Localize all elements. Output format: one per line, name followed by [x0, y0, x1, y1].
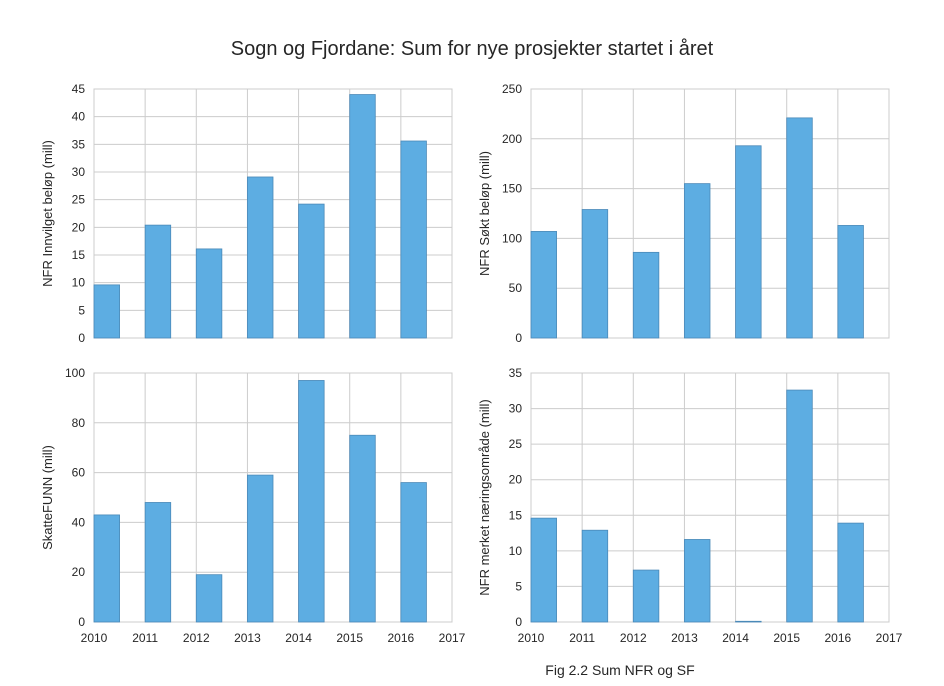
x-tick-label: 2013: [234, 631, 261, 645]
bar-2012: [632, 251, 660, 339]
y-tick-label: 50: [509, 281, 523, 295]
y-tick-label: 15: [509, 508, 523, 522]
bar-2016: [400, 482, 427, 623]
y-tick-label: 45: [72, 82, 86, 96]
y-tick-label: 10: [72, 276, 86, 290]
bar-2013: [684, 539, 711, 623]
x-tick-label: 2012: [183, 631, 210, 645]
y-tick-label: 0: [78, 331, 85, 345]
y-tick-label: 15: [72, 248, 86, 262]
y-tick-label: 60: [72, 466, 86, 480]
panel-merket: 0 5 10 15 20 25 30 35 2010 2011 2012 2013 2014 2015 20…: [477, 366, 903, 645]
figure-title: Sogn og Fjordane: Sum for nye prosjekter…: [231, 38, 714, 60]
bar-2010: [93, 284, 120, 339]
x-tick-label: 2014: [285, 631, 312, 645]
bar-2016: [837, 225, 864, 339]
y-tick-label: 25: [509, 437, 523, 451]
y-tick-label: 20: [509, 473, 523, 487]
bar-2014: [298, 203, 325, 339]
y-tick-label: 35: [509, 366, 523, 380]
bar-2011: [144, 224, 172, 339]
y-axis-label: NFR Søkt beløp (mill): [477, 151, 492, 276]
bar-2016: [400, 140, 427, 339]
bar-2010: [530, 517, 557, 623]
y-axis-label: NFR merket næringsområde (mill): [477, 399, 492, 595]
y-tick-label: 30: [72, 165, 86, 179]
y-tick-label: 100: [65, 366, 85, 380]
y-tick-label: 0: [78, 615, 85, 629]
x-tick-label: 2012: [620, 631, 647, 645]
x-tick-label: 2017: [876, 631, 903, 645]
y-tick-label: 20: [72, 220, 86, 234]
bar-2010: [93, 514, 120, 623]
bar-2011: [581, 529, 609, 623]
figure-caption: Fig 2.2 Sum NFR og SF: [545, 662, 694, 678]
bar-2013: [684, 183, 711, 339]
y-tick-label: 0: [515, 331, 522, 345]
x-tick-label: 2016: [388, 631, 415, 645]
x-tick-label: 2013: [671, 631, 698, 645]
x-tick-label: 2014: [722, 631, 749, 645]
x-tick-label: 2010: [518, 631, 545, 645]
bar-2015: [349, 94, 376, 339]
y-tick-label: 5: [515, 579, 522, 593]
y-axis-label: SkatteFUNN (mill): [40, 445, 55, 550]
y-tick-label: 100: [502, 231, 522, 245]
x-tick-label: 2011: [569, 631, 595, 645]
x-tick-label: 2011: [132, 631, 158, 645]
bar-2015: [349, 434, 376, 623]
bar-2016: [837, 522, 864, 623]
bar-2015: [786, 117, 813, 339]
bar-2013: [247, 474, 274, 623]
y-tick-label: 0: [515, 615, 522, 629]
y-tick-label: 150: [502, 182, 522, 196]
y-tick-label: 30: [509, 402, 523, 416]
x-tick-label: 2015: [773, 631, 800, 645]
bar-2012: [195, 248, 223, 339]
x-tick-label: 2010: [81, 631, 108, 645]
x-tick-label: 2015: [336, 631, 363, 645]
y-tick-label: 250: [502, 82, 522, 96]
panel-skattefunn: 0 20 40 60 80 100 2010 2011 2012 2013 2014 2015 2016…: [40, 366, 466, 645]
bar-2014: [735, 145, 762, 339]
y-tick-label: 40: [72, 110, 86, 124]
x-tick-label: 2016: [825, 631, 852, 645]
y-tick-label: 10: [509, 544, 523, 558]
y-tick-label: 20: [72, 565, 86, 579]
bar-2011: [144, 502, 172, 623]
panel-sokt: 0 50 100 150 200 250 NFR Søkt beløp (mill): [477, 82, 890, 345]
bar-2013: [247, 176, 274, 339]
y-tick-label: 200: [502, 132, 522, 146]
bar-2014: [298, 380, 325, 623]
y-axis-label: NFR Innvilget beløp (mill): [40, 140, 55, 287]
y-tick-label: 80: [72, 416, 86, 430]
panel-innvilget: 0 5 10 15 20 25 30 35 40 45 NFR Innvilget beløp (m…: [40, 82, 453, 345]
bar-2015: [786, 389, 813, 623]
bar-2012: [195, 574, 223, 623]
bar-2012: [632, 569, 660, 623]
x-tick-label: 2017: [439, 631, 466, 645]
bar-2011: [581, 209, 609, 339]
bar-2014: [735, 620, 762, 623]
y-tick-label: 40: [72, 515, 86, 529]
y-tick-label: 5: [78, 303, 85, 317]
y-tick-label: 35: [72, 137, 86, 151]
y-tick-label: 25: [72, 193, 86, 207]
bar-2010: [530, 231, 557, 339]
